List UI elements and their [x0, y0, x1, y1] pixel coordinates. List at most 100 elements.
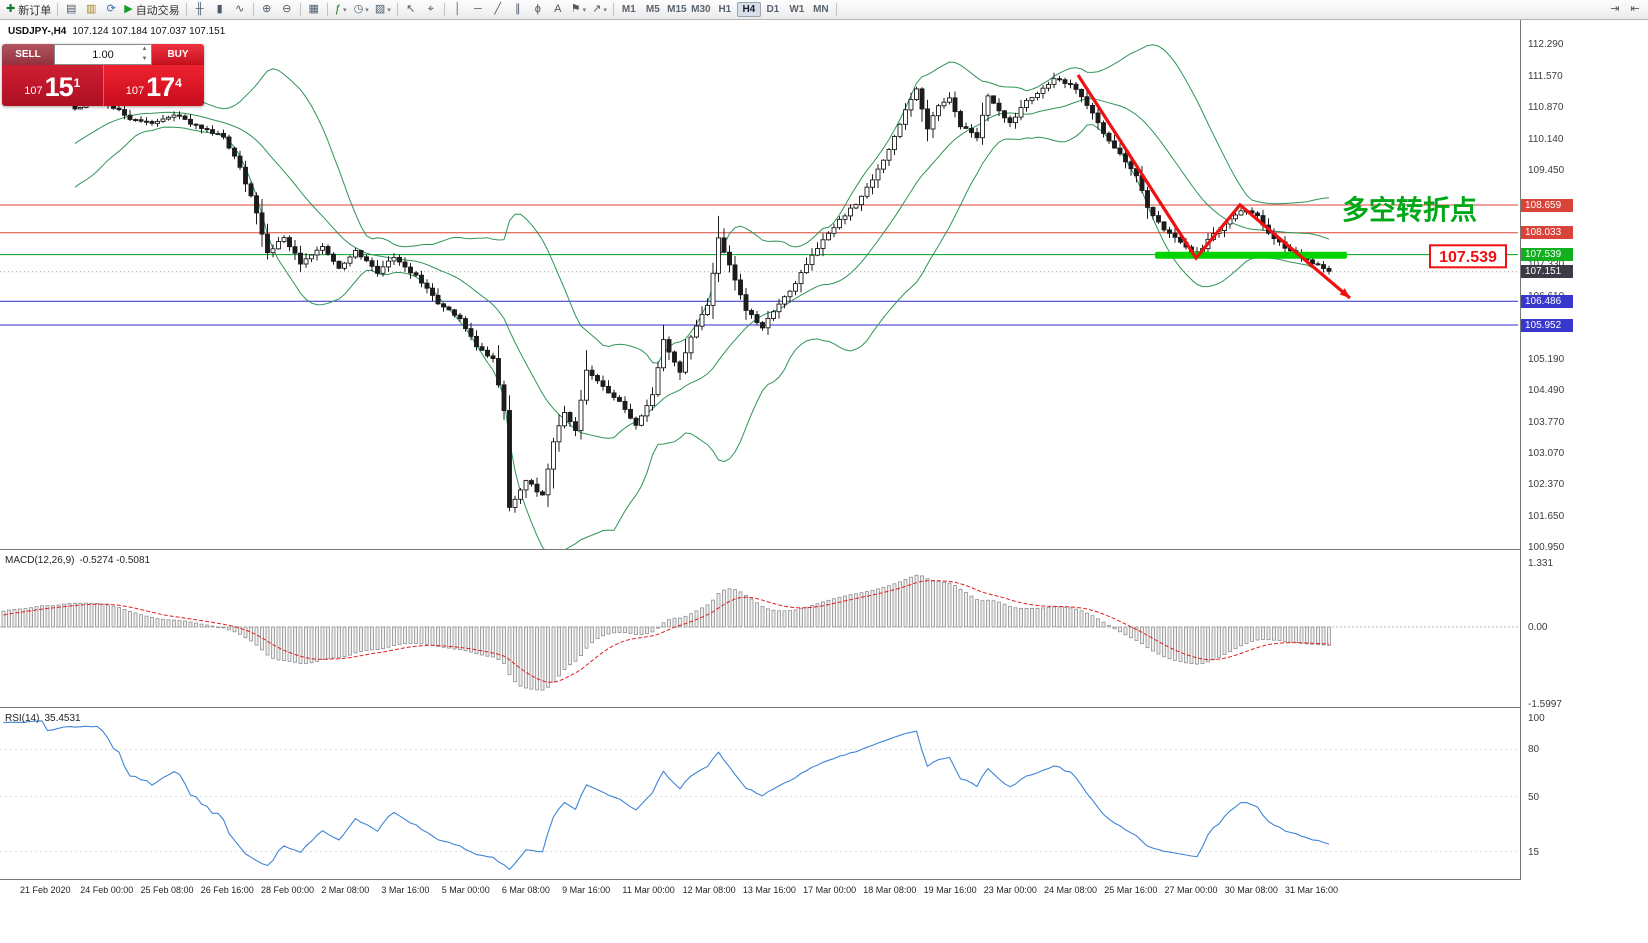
toolbar-bar-chart-button[interactable]: ╫: [190, 1, 210, 18]
charts-icon: ▤: [66, 3, 77, 15]
rsi-scale-80: 80: [1528, 744, 1540, 756]
candlestick-chart-icon: ▮: [216, 3, 223, 15]
timeframe-h1-button[interactable]: H1: [718, 4, 732, 15]
timeframe-group: M1 M5 M15 M30 H1 H4 D1 W1 MN: [617, 2, 833, 17]
new-order-icon: ✚: [6, 3, 16, 15]
macd-scale--1.5997: -1.5997: [1528, 698, 1562, 710]
toolbar-autotrading-button[interactable]: ▶ 自动交易: [121, 1, 182, 18]
tile-windows-icon: ▦: [308, 3, 319, 15]
toolbar-horizontal-line-button[interactable]: ─: [468, 1, 488, 18]
toolbar-line-chart-button[interactable]: ∿: [230, 1, 250, 18]
ohlc-values: 107.124 107.184 107.037 107.151: [72, 26, 226, 37]
sell-price-prefix: 107: [24, 85, 43, 97]
timeframe-m5-button[interactable]: M5: [645, 4, 660, 15]
toolbar-refresh-button[interactable]: ⟳: [101, 1, 121, 18]
sell-price-display[interactable]: 107 15 1: [2, 65, 104, 106]
volume-input[interactable]: 1.00 ▲ ▼: [54, 44, 152, 65]
horizontal-line-icon: ─: [473, 3, 482, 15]
toolbar-fibonacci-button[interactable]: ɸ: [528, 1, 548, 18]
volume-decrease-button[interactable]: ▼: [141, 56, 148, 62]
buy-price-prefix: 107: [125, 85, 145, 97]
timeframe-mn-button[interactable]: MN: [813, 4, 829, 15]
timeframe-w1-button[interactable]: W1: [789, 4, 805, 15]
timeframe-m30-button[interactable]: M30: [691, 4, 711, 15]
macd-indicator-panel[interactable]: [0, 551, 1520, 707]
volume-increase-button[interactable]: ▲: [141, 46, 148, 52]
toolbar-auto-scroll-button[interactable]: ⇤: [1625, 1, 1645, 18]
arrows-icon: ⚑: [570, 3, 581, 15]
equidistant-channel-icon: ∥: [514, 3, 521, 15]
toolbar-cursor-button[interactable]: ↖: [401, 1, 421, 18]
toolbar-templates-button[interactable]: ▨ ▾: [372, 1, 394, 18]
periods-caret-icon: ▾: [365, 6, 369, 14]
panel-separator[interactable]: [0, 707, 1648, 708]
toolbar-separator: [396, 3, 398, 16]
toolbar-tile-windows-button[interactable]: ▦: [304, 1, 324, 18]
price-tick-110.140: 110.140: [1528, 134, 1564, 146]
timeframe-h4-button[interactable]: H4: [736, 2, 761, 17]
toolbar-equidistant-channel-button[interactable]: ∥: [508, 1, 528, 18]
shapes-caret-icon: ▾: [603, 6, 607, 14]
price-tick-103.770: 103.770: [1528, 416, 1565, 428]
trend-arrow[interactable]: [1076, 74, 1352, 300]
buy-price-display[interactable]: 107 17 4: [103, 65, 204, 106]
panel-separator[interactable]: [0, 549, 1648, 550]
indicators-caret-icon: ▾: [342, 6, 347, 14]
toolbar-zoom-out-button[interactable]: ⊖: [277, 1, 297, 18]
zoom-in-icon: ⊕: [262, 3, 272, 15]
autotrading-icon: ▶: [124, 3, 133, 15]
price-tick-101.650: 101.650: [1528, 510, 1565, 522]
time-axis[interactable]: 21 Feb 2020 24 Feb 00:00 25 Feb 08:00 26 Fe…: [0, 880, 1648, 899]
turning-point-annotation[interactable]: 多空转折点: [1342, 195, 1477, 226]
text-icon: A: [554, 3, 562, 15]
buy-button[interactable]: BUY: [152, 44, 204, 65]
time-label: 18 Mar 08:00: [863, 885, 917, 895]
toolbar-crosshair-button[interactable]: ⌖: [421, 1, 441, 18]
timeframe-m15-button[interactable]: M15: [667, 4, 687, 15]
toolbar-profiles-button[interactable]: ▥: [81, 1, 101, 18]
svg-text:107.539: 107.539: [1439, 249, 1497, 266]
price-tick-104.490: 104.490: [1528, 384, 1565, 396]
toolbar-zoom-in-button[interactable]: ⊕: [257, 1, 277, 18]
toolbar-arrows-button[interactable]: ⚑ ▾: [568, 1, 589, 18]
trend-arrow-head: [1339, 288, 1350, 298]
main-chart-svg[interactable]: 多空转折点 107.539: [0, 20, 1520, 549]
toolbar-trendline-button[interactable]: ╱: [488, 1, 508, 18]
sell-button[interactable]: SELL: [2, 44, 54, 65]
timeframe-d1-button[interactable]: D1: [766, 4, 780, 15]
panel-separator: [0, 879, 1648, 880]
timeframe-m1-button[interactable]: M1: [621, 4, 636, 15]
toolbar-text-button[interactable]: A: [548, 1, 568, 18]
refresh-icon: ⟳: [106, 3, 116, 15]
price-callout[interactable]: 107.539: [1429, 244, 1507, 269]
new-order-label: 新订单: [18, 4, 52, 17]
crosshair-icon: ⌖: [427, 3, 434, 15]
toolbar-right-group: ⇥ ⇤: [1605, 1, 1645, 18]
templates-caret-icon: ▾: [387, 6, 391, 14]
price-scale[interactable]: 112.290 111.570 110.870 110.140 109.450 107.3…: [1521, 0, 1648, 899]
toolbar-vertical-line-button[interactable]: │: [448, 1, 468, 18]
time-label: 9 Mar 16:00: [562, 885, 611, 895]
rsi-indicator-panel[interactable]: [0, 709, 1520, 879]
toolbar-new-order-button[interactable]: ✚ 新订单: [3, 1, 54, 18]
toolbar-chart-shift-button[interactable]: ⇥: [1605, 1, 1625, 18]
macd-histogram: [1, 574, 1331, 691]
buy-price-big: 17: [146, 72, 175, 102]
toolbar-charts-button[interactable]: ▤: [61, 1, 81, 18]
autotrading-label: 自动交易: [135, 4, 180, 17]
price-tick-109.450: 109.450: [1528, 164, 1565, 176]
indicators-icon: ƒ: [334, 3, 341, 15]
price-tick-107.330: 107.330: [1528, 259, 1564, 270]
toolbar-periods-button[interactable]: ◷ ▾: [351, 1, 372, 18]
toolbar-shapes-button[interactable]: ↗ ▾: [589, 1, 610, 18]
profiles-icon: ▥: [86, 3, 97, 15]
chart-title: USDJPY-,H4 107.124 107.184 107.037 107.15…: [8, 26, 225, 37]
main-chart-panel[interactable]: 多空转折点 107.539: [0, 20, 1520, 549]
support-highlight-bar[interactable]: [1155, 251, 1347, 259]
toolbar-candlestick-chart-button[interactable]: ▮: [210, 1, 230, 18]
toolbar-indicators-button[interactable]: ƒ ▾: [331, 1, 351, 18]
templates-icon: ▨: [374, 3, 386, 15]
line-chart-icon: ∿: [235, 3, 245, 15]
rsi-svg: [0, 720, 1518, 871]
